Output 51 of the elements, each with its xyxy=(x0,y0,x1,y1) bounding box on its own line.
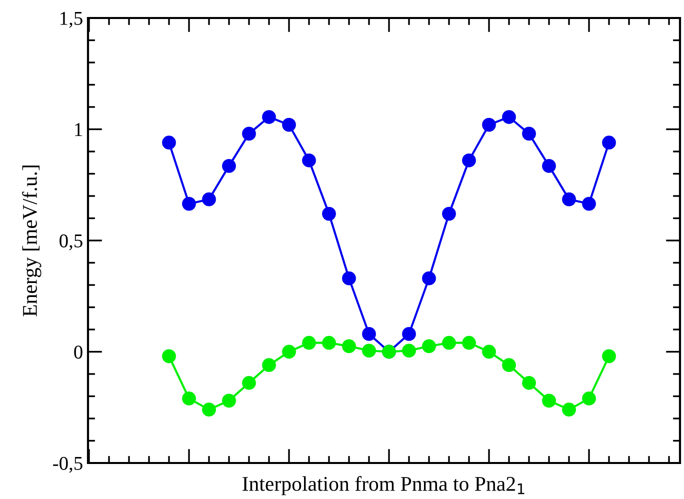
point xyxy=(222,159,236,173)
point xyxy=(602,349,616,364)
point xyxy=(202,192,216,206)
point xyxy=(522,126,536,141)
point xyxy=(422,339,436,354)
x-axis-title: Interpolation from Pnma to Pna2$_{1}$ xyxy=(242,476,524,496)
point xyxy=(482,344,496,359)
point xyxy=(362,344,376,358)
point xyxy=(502,358,516,372)
point xyxy=(322,206,336,221)
point xyxy=(162,349,176,364)
point xyxy=(342,339,356,354)
point xyxy=(262,358,276,372)
point xyxy=(182,392,196,406)
point xyxy=(302,153,316,168)
point xyxy=(522,376,536,390)
point xyxy=(362,327,376,341)
point xyxy=(542,159,556,173)
y-tick-label: 0 xyxy=(74,346,82,359)
y-tick-label: 1 xyxy=(75,123,82,136)
point xyxy=(462,153,476,168)
point xyxy=(222,394,236,408)
point xyxy=(422,271,436,286)
point xyxy=(182,196,196,211)
point xyxy=(442,336,456,350)
point xyxy=(562,402,576,417)
point xyxy=(442,206,456,221)
point xyxy=(202,402,216,417)
point xyxy=(482,118,496,132)
point xyxy=(322,336,336,350)
point xyxy=(582,392,596,406)
point xyxy=(502,110,516,124)
point xyxy=(402,344,416,358)
point xyxy=(542,394,556,408)
point xyxy=(162,136,176,150)
point xyxy=(602,136,616,150)
point xyxy=(282,344,296,359)
point xyxy=(562,192,576,206)
point xyxy=(302,336,316,350)
point xyxy=(262,110,276,124)
y-tick-label: -0,5 xyxy=(53,456,82,473)
point xyxy=(242,376,256,390)
point xyxy=(582,196,596,211)
point xyxy=(402,327,416,341)
y-tick-label: 0,5 xyxy=(60,234,82,250)
point xyxy=(342,271,356,286)
y-tick-label: 1,5 xyxy=(60,12,82,28)
point xyxy=(462,336,476,350)
point xyxy=(242,126,256,141)
point xyxy=(282,118,296,132)
y-axis-title: Energy [meV/f.u.] xyxy=(22,166,42,316)
